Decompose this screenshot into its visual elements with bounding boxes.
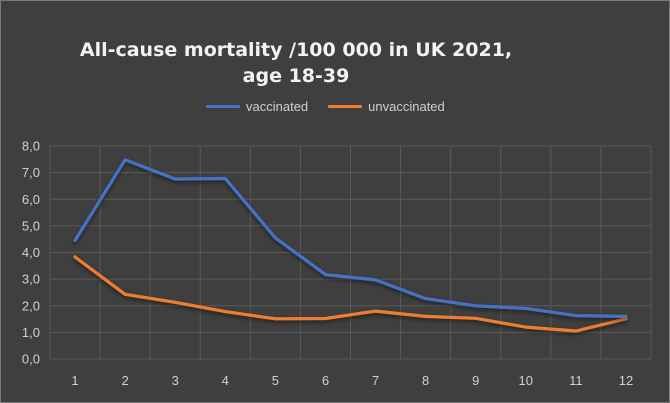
- x-tick-label: 10: [519, 373, 533, 388]
- y-tick-label: 0,0: [22, 352, 40, 367]
- x-tick-label: 3: [172, 373, 179, 388]
- data-point-unvaccinated: [424, 315, 428, 318]
- data-point-vaccinated: [173, 177, 177, 181]
- chart-title-line2: age 18-39: [242, 65, 350, 87]
- data-point-vaccinated: [624, 315, 628, 318]
- chart-legend: vaccinated unvaccinated: [206, 99, 465, 114]
- legend-label-unvaccinated: unvaccinated: [368, 99, 445, 114]
- series-line-unvaccinated: [73, 255, 628, 333]
- data-point-unvaccinated: [474, 316, 478, 320]
- data-point-unvaccinated: [624, 317, 628, 321]
- y-tick-label: 4,0: [22, 245, 40, 260]
- x-tick-label: 11: [569, 373, 583, 388]
- grid-lines: [49, 145, 652, 360]
- data-point-vaccinated: [474, 304, 478, 308]
- x-tick-label: 1: [71, 373, 78, 388]
- legend-swatch-unvaccinated: [328, 105, 363, 108]
- data-point-vaccinated: [374, 278, 377, 282]
- x-tick-label: 5: [272, 373, 279, 388]
- data-point-unvaccinated: [524, 325, 528, 329]
- x-tick-label: 2: [122, 373, 129, 388]
- x-tick-label: 8: [422, 373, 429, 388]
- data-point-unvaccinated: [223, 310, 227, 314]
- x-tick-label: 7: [372, 373, 379, 388]
- x-tick-label: 9: [472, 373, 479, 388]
- data-point-vaccinated: [73, 239, 77, 242]
- series-lines: [73, 158, 628, 333]
- y-tick-label: 7,0: [22, 165, 40, 180]
- data-point-unvaccinated: [324, 317, 327, 320]
- data-point-unvaccinated: [73, 255, 77, 259]
- legend-swatch-vaccinated: [206, 105, 240, 108]
- data-point-vaccinated: [273, 236, 277, 240]
- data-point-unvaccinated: [173, 300, 177, 304]
- data-point-vaccinated: [324, 273, 327, 276]
- data-point-unvaccinated: [123, 292, 127, 296]
- legend-label-vaccinated: vaccinated: [246, 99, 309, 114]
- data-point-vaccinated: [123, 158, 127, 162]
- x-tick-label: 6: [322, 373, 329, 388]
- data-point-unvaccinated: [374, 309, 377, 313]
- y-tick-label: 3,0: [22, 272, 40, 287]
- y-tick-label: 6,0: [22, 192, 40, 207]
- data-point-vaccinated: [424, 297, 428, 300]
- y-axis-tick-labels: 0,0 1,0 2,0 3,0 4,0 5,0 6,0 7,0 8,0: [22, 139, 40, 367]
- chart-title: All-cause mortality /100 000 in UK 2021,…: [1, 37, 591, 89]
- y-tick-label: 1,0: [22, 325, 40, 340]
- legend-item-vaccinated: vaccinated: [206, 99, 308, 114]
- series-line-vaccinated: [73, 158, 628, 318]
- data-point-vaccinated: [574, 314, 578, 318]
- data-point-unvaccinated: [574, 329, 578, 333]
- legend-item-unvaccinated: unvaccinated: [328, 99, 445, 114]
- y-tick-label: 5,0: [22, 218, 40, 233]
- data-point-unvaccinated: [273, 317, 277, 321]
- x-tick-label: 12: [619, 373, 633, 388]
- x-axis-tick-labels: 1 2 3 4 5 6 7 8 9 10 11 12: [71, 373, 633, 388]
- data-point-vaccinated: [223, 177, 227, 180]
- chart-title-line1: All-cause mortality /100 000 in UK 2021,: [79, 39, 513, 61]
- y-tick-label: 8,0: [22, 139, 40, 154]
- y-tick-label: 2,0: [22, 298, 40, 313]
- data-point-vaccinated: [524, 307, 528, 310]
- x-tick-label: 4: [222, 373, 229, 388]
